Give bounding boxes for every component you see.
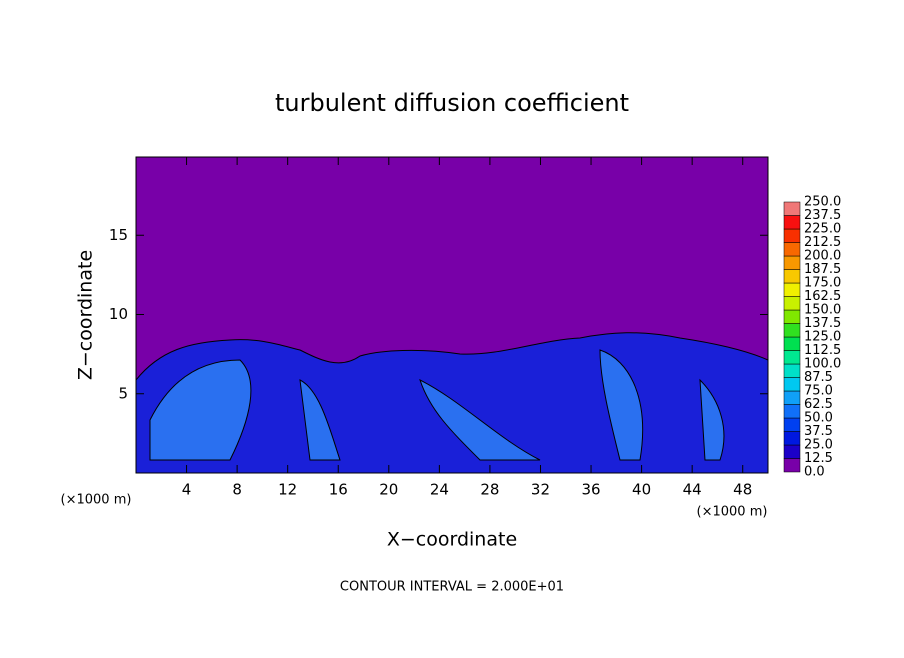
colorbar-box (783, 255, 801, 270)
turbulent-patch (149, 349, 725, 461)
colorbar-label: 212.5 (804, 235, 841, 250)
colorbar-label: 125.0 (804, 330, 841, 345)
colorbar-label: 50.0 (804, 411, 833, 426)
x-tick-label: 44 (683, 481, 702, 499)
colorbar-label: 0.0 (804, 465, 825, 480)
colorbar-label: 37.5 (804, 424, 833, 439)
x-tick-label: 12 (278, 481, 297, 499)
x-tick-label: 16 (329, 481, 348, 499)
colorbar-label: 237.5 (804, 208, 841, 223)
colorbar-label: 25.0 (804, 438, 833, 453)
x-tick-label: 24 (430, 481, 449, 499)
colorbar-label: 137.5 (804, 316, 841, 331)
colorbar-box (783, 350, 801, 365)
colorbar-box (783, 336, 801, 351)
colorbar-box (783, 201, 801, 216)
colorbar-box (783, 404, 801, 419)
colorbar-box (783, 377, 801, 392)
x-axis-label: X−coordinate (387, 529, 517, 551)
y-axis-label: Z−coordinate (75, 250, 97, 380)
x-unit: (×1000 m) (61, 493, 132, 508)
colorbar-box (783, 282, 801, 297)
colorbar-box (783, 417, 801, 432)
colorbar-box (783, 363, 801, 378)
colorbar-label: 75.0 (804, 384, 833, 399)
chart-title: turbulent diffusion coefficient (275, 89, 629, 117)
colorbar-box (783, 215, 801, 230)
x-tick-label: 36 (581, 481, 600, 499)
colorbar-label: 162.5 (804, 289, 841, 304)
x-tick-label: 8 (232, 481, 242, 499)
colorbar-label: 200.0 (804, 249, 841, 264)
colorbar-label: 250.0 (804, 195, 841, 210)
colorbar-label: 150.0 (804, 303, 841, 318)
x-tick-label: 40 (632, 481, 651, 499)
colorbar-label: 12.5 (804, 451, 833, 466)
footnote: CONTOUR INTERVAL = 2.000E+01 (340, 580, 564, 595)
y-tick-label: 10 (109, 305, 128, 323)
colorbar-label: 187.5 (804, 262, 841, 277)
colorbar-label: 87.5 (804, 370, 833, 385)
colorbar-box (783, 228, 801, 243)
colorbar-box (783, 296, 801, 311)
x-tick-label: 48 (733, 481, 752, 499)
x-tick-label: 32 (531, 481, 550, 499)
colorbar-label: 100.0 (804, 357, 841, 372)
colorbar-box (783, 390, 801, 405)
x-tick-label: 28 (480, 481, 499, 499)
colorbar-box (783, 242, 801, 257)
colorbar-label: 112.5 (804, 343, 841, 358)
colorbar-box (783, 309, 801, 324)
colorbar-box (783, 431, 801, 446)
colorbar-box (783, 269, 801, 284)
y-tick-label: 15 (109, 226, 128, 244)
colorbar-box (783, 323, 801, 338)
y-unit: (×1000 m) (697, 505, 768, 520)
y-tick-label: 5 (118, 384, 128, 402)
x-tick-label: 4 (182, 481, 192, 499)
colorbar-label: 62.5 (804, 397, 833, 412)
colorbar-label: 175.0 (804, 276, 841, 291)
x-tick-label: 20 (379, 481, 398, 499)
colorbar-label: 225.0 (804, 222, 841, 237)
colorbar-box (783, 444, 801, 459)
colorbar-box (783, 458, 801, 473)
